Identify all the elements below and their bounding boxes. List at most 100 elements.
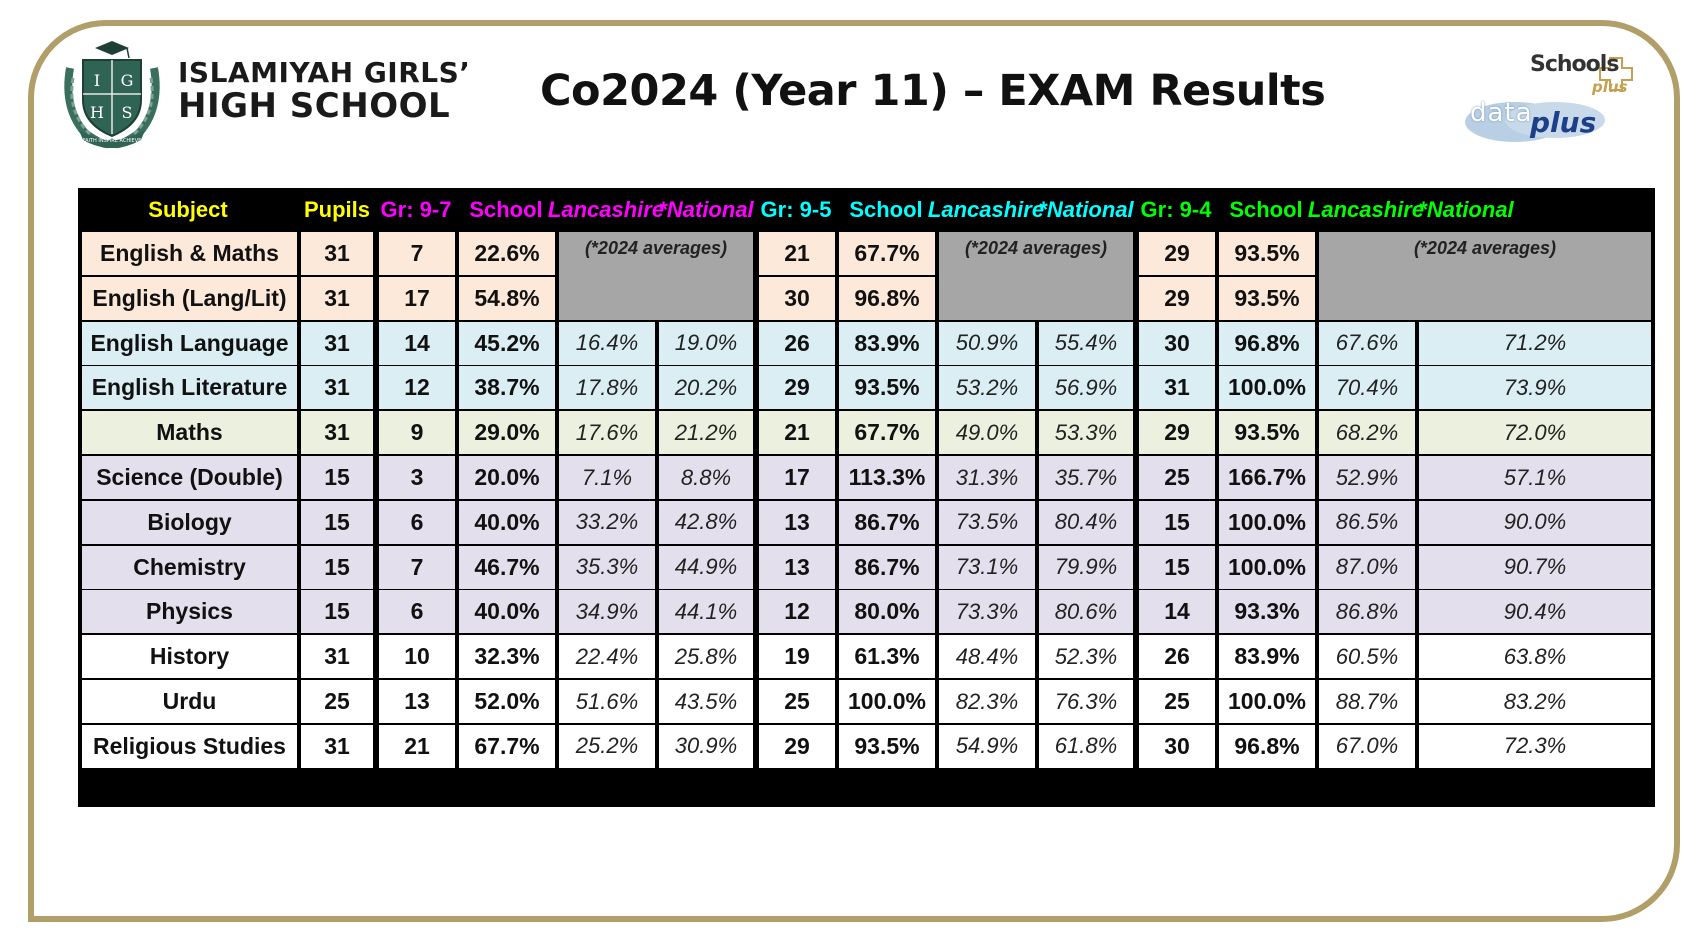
averages-note-box: (*2024 averages) <box>559 232 753 320</box>
header-school-97: School <box>469 197 543 222</box>
school-95-pct-cell: 96.8% <box>839 276 935 320</box>
lancashire-94-cell: 67.6% <box>1319 321 1415 365</box>
school-95-pct-cell: 93.5% <box>839 724 935 768</box>
school-95-pct-cell: 67.7% <box>839 232 935 275</box>
grade-94-count-cell: 15 <box>1139 500 1215 544</box>
national-94-cell: 90.0% <box>1419 500 1651 544</box>
page-title: Co2024 (Year 11) – EXAM Results <box>540 66 1326 116</box>
school-94-pct-cell: 96.8% <box>1219 321 1315 365</box>
school-94-pct-cell: 93.5% <box>1219 276 1315 320</box>
grade-94-count-cell: 15 <box>1139 545 1215 589</box>
school-name-line1: ISLAMIYAH GIRLS’ <box>178 56 471 89</box>
lancashire-94-cell: 68.2% <box>1319 411 1415 455</box>
grade-95-count-cell: 21 <box>759 232 835 275</box>
header-gr95: Gr: 9-5 <box>760 197 832 222</box>
header-school-94: School <box>1229 197 1303 222</box>
school-97-pct-cell: 29.0% <box>459 411 555 455</box>
averages-note-box: (*2024 averages) <box>939 232 1133 320</box>
table-row: History 31 10 32.3% 22.4% 25.8% 19 61.3% 48.4% 52… <box>78 635 1655 679</box>
national-95-cell: 55.4% <box>1039 321 1133 365</box>
slide-frame <box>28 20 1680 922</box>
national-97-cell: 30.9% <box>659 724 753 768</box>
grade-94-count-cell: 25 <box>1139 680 1215 723</box>
grade-94-count-cell: 29 <box>1139 411 1215 455</box>
subject-cell: English Literature <box>82 366 297 410</box>
header-school-95: School <box>849 197 923 222</box>
school-95-pct-cell: 61.3% <box>839 635 935 679</box>
header-national-94: *National <box>1418 197 1514 222</box>
grade-94-count-cell: 31 <box>1139 366 1215 410</box>
lancashire-95-cell: 50.9% <box>939 321 1035 365</box>
schools-plus-text: Schools <box>1530 52 1619 77</box>
table-row: Science (Double) 15 3 20.0% 7.1% 8.8% 17 113.3%… <box>78 456 1655 499</box>
subject-cell: English & Maths <box>82 232 297 275</box>
crest-letter: S <box>122 103 133 122</box>
school-95-pct-cell: 93.5% <box>839 366 935 410</box>
grade-95-count-cell: 26 <box>759 321 835 365</box>
table-row: English Language 31 14 45.2% 16.4% 19.0% 26 83.… <box>78 321 1655 365</box>
lancashire-97-cell: 25.2% <box>559 724 655 768</box>
school-95-pct-cell: 67.7% <box>839 411 935 455</box>
grade-95-count-cell: 13 <box>759 545 835 589</box>
grade-97-count-cell: 21 <box>379 724 455 768</box>
grade-95-count-cell: 30 <box>759 276 835 320</box>
data-plus-plus-text: plus <box>1530 106 1597 139</box>
national-97-cell: 21.2% <box>659 411 753 455</box>
header-gr94: Gr: 9-4 <box>1140 197 1212 222</box>
school-97-pct-cell: 22.6% <box>459 232 555 275</box>
table-row: Urdu 25 13 52.0% 51.6% 43.5% 25 100.0% 82.3% 76.3… <box>78 680 1655 723</box>
subject-cell: Physics <box>82 590 297 634</box>
school-94-pct-cell: 96.8% <box>1219 724 1315 768</box>
header-lancashire-95: Lancashire <box>927 197 1045 222</box>
national-94-cell: 72.0% <box>1419 411 1651 455</box>
national-95-cell: 56.9% <box>1039 366 1133 410</box>
table-row: Religious Studies 31 21 67.7% 25.2% 30.9% 29 93… <box>78 724 1655 768</box>
grade-97-count-cell: 7 <box>379 232 455 275</box>
national-97-cell: 25.8% <box>659 635 753 679</box>
grade-95-count-cell: 21 <box>759 411 835 455</box>
national-94-cell: 63.8% <box>1419 635 1651 679</box>
lancashire-94-cell: 86.8% <box>1319 590 1415 634</box>
school-94-pct-cell: 100.0% <box>1219 545 1315 589</box>
lancashire-94-cell: 87.0% <box>1319 545 1415 589</box>
school-crest-logo: I G H S FAITH INSPIRE ACHIEVE <box>64 41 160 149</box>
crest-motto: FAITH INSPIRE ACHIEVE <box>83 138 142 144</box>
grade-97-count-cell: 3 <box>379 456 455 499</box>
lancashire-95-cell: 73.3% <box>939 590 1035 634</box>
header-subject: Subject <box>148 197 228 222</box>
lancashire-95-cell: 48.4% <box>939 635 1035 679</box>
school-name: ISLAMIYAH GIRLS’ HIGH SCHOOL <box>178 56 471 125</box>
school-94-pct-cell: 83.9% <box>1219 635 1315 679</box>
header-national-97: *National <box>658 197 754 222</box>
lancashire-94-cell: 88.7% <box>1319 680 1415 723</box>
pupils-cell: 31 <box>301 366 373 410</box>
pupils-cell: 31 <box>301 635 373 679</box>
pupils-cell: 25 <box>301 680 373 723</box>
pupils-cell: 31 <box>301 724 373 768</box>
grade-95-count-cell: 12 <box>759 590 835 634</box>
grade-95-count-cell: 29 <box>759 366 835 410</box>
grade-94-count-cell: 29 <box>1139 232 1215 275</box>
subject-cell: Maths <box>82 411 297 455</box>
school-94-pct-cell: 93.5% <box>1219 411 1315 455</box>
subject-cell: Science (Double) <box>82 456 297 499</box>
averages-note-box: (*2024 averages) <box>1319 232 1651 320</box>
table-row: Biology 15 6 40.0% 33.2% 42.8% 13 86.7% 73.5% 80.… <box>78 500 1655 544</box>
grade-94-count-cell: 26 <box>1139 635 1215 679</box>
national-97-cell: 42.8% <box>659 500 753 544</box>
table-row: Chemistry 15 7 46.7% 35.3% 44.9% 13 86.7% 73.1% 7… <box>78 545 1655 589</box>
pupils-cell: 31 <box>301 411 373 455</box>
lancashire-94-cell: 86.5% <box>1319 500 1415 544</box>
subject-cell: Urdu <box>82 680 297 723</box>
header-pupils: Pupils <box>303 197 370 222</box>
national-94-cell: 72.3% <box>1419 724 1651 768</box>
lancashire-95-cell: 54.9% <box>939 724 1035 768</box>
grade-97-count-cell: 7 <box>379 545 455 589</box>
lancashire-97-cell: 16.4% <box>559 321 655 365</box>
school-97-pct-cell: 20.0% <box>459 456 555 499</box>
lancashire-94-cell: 60.5% <box>1319 635 1415 679</box>
grade-94-count-cell: 30 <box>1139 724 1215 768</box>
grade-94-count-cell: 14 <box>1139 590 1215 634</box>
grade-97-count-cell: 9 <box>379 411 455 455</box>
pupils-cell: 15 <box>301 456 373 499</box>
